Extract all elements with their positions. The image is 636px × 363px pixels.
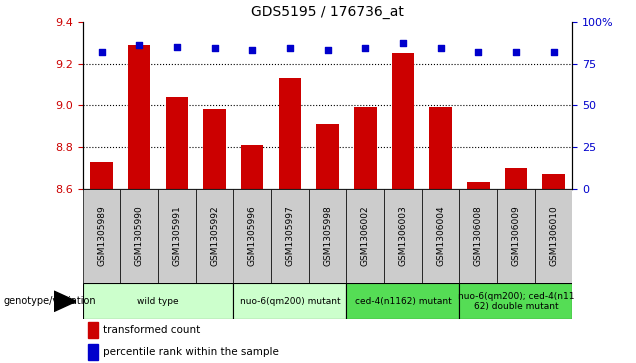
Bar — [196, 189, 233, 283]
Bar — [422, 189, 459, 283]
Bar — [241, 145, 263, 189]
Text: GSM1306003: GSM1306003 — [398, 205, 408, 266]
Point — [134, 42, 144, 48]
Bar — [204, 109, 226, 189]
Point — [511, 49, 521, 55]
Text: GSM1305996: GSM1305996 — [247, 205, 257, 266]
Text: nuo-6(qm200) mutant: nuo-6(qm200) mutant — [240, 297, 340, 306]
Bar — [83, 189, 120, 283]
Bar — [279, 78, 301, 189]
Bar — [497, 189, 535, 283]
Text: wild type: wild type — [137, 297, 179, 306]
Bar — [392, 53, 414, 189]
Text: GSM1306010: GSM1306010 — [549, 205, 558, 266]
Text: GSM1305989: GSM1305989 — [97, 205, 106, 266]
Text: GSM1306008: GSM1306008 — [474, 205, 483, 266]
Point — [473, 49, 483, 55]
Text: nuo-6(qm200); ced-4(n11
62) double mutant: nuo-6(qm200); ced-4(n11 62) double mutan… — [458, 291, 574, 311]
Point — [285, 46, 295, 52]
Text: GSM1306004: GSM1306004 — [436, 205, 445, 266]
Text: ced-4(n1162) mutant: ced-4(n1162) mutant — [354, 297, 452, 306]
Bar — [233, 189, 271, 283]
Bar — [88, 322, 99, 338]
Point — [548, 49, 558, 55]
Text: percentile rank within the sample: percentile rank within the sample — [103, 347, 279, 357]
Bar — [543, 174, 565, 189]
Point — [172, 44, 182, 50]
Text: GSM1306009: GSM1306009 — [511, 205, 520, 266]
Text: GSM1305992: GSM1305992 — [210, 205, 219, 266]
Bar — [384, 189, 422, 283]
Point — [209, 46, 219, 52]
Bar — [535, 189, 572, 283]
Text: GSM1305997: GSM1305997 — [286, 205, 294, 266]
Point — [360, 46, 370, 52]
Point — [398, 41, 408, 46]
Bar — [120, 189, 158, 283]
Bar — [128, 45, 151, 189]
Bar — [90, 162, 113, 189]
Point — [97, 49, 107, 55]
Bar — [467, 183, 490, 189]
Text: GSM1305991: GSM1305991 — [172, 205, 181, 266]
Bar — [347, 189, 384, 283]
Point — [436, 46, 446, 52]
Bar — [88, 344, 99, 359]
Bar — [308, 189, 347, 283]
Text: genotype/variation: genotype/variation — [3, 296, 96, 306]
Title: GDS5195 / 176736_at: GDS5195 / 176736_at — [251, 5, 404, 19]
Bar — [459, 189, 497, 283]
Bar — [504, 168, 527, 189]
Text: GSM1306002: GSM1306002 — [361, 205, 370, 266]
Bar — [347, 283, 459, 319]
Bar — [459, 283, 572, 319]
Point — [247, 47, 258, 53]
Bar — [83, 283, 233, 319]
Text: GSM1305998: GSM1305998 — [323, 205, 332, 266]
Text: GSM1305990: GSM1305990 — [135, 205, 144, 266]
Bar — [316, 124, 339, 189]
Bar — [429, 107, 452, 189]
Bar — [158, 189, 196, 283]
Bar — [233, 283, 347, 319]
Bar — [354, 107, 377, 189]
Bar — [271, 189, 308, 283]
Bar — [165, 97, 188, 189]
Polygon shape — [54, 291, 76, 311]
Point — [322, 47, 333, 53]
Text: transformed count: transformed count — [103, 325, 200, 335]
